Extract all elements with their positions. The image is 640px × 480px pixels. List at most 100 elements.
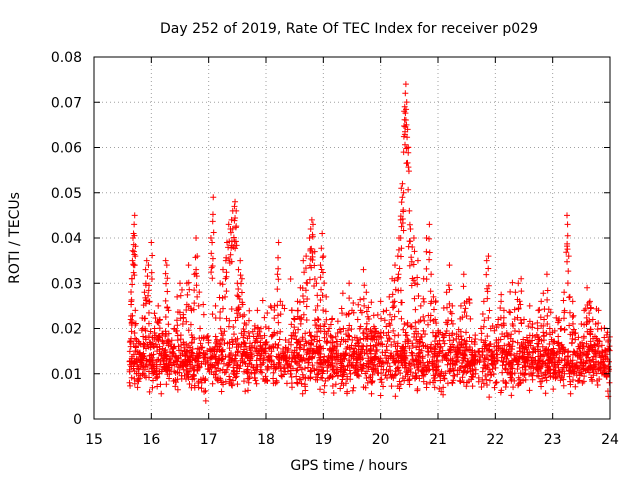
data-point	[236, 296, 243, 303]
data-point	[502, 366, 509, 373]
data-point	[506, 308, 513, 315]
data-point	[442, 330, 449, 337]
x-tick-label: 20	[372, 432, 390, 448]
data-point	[177, 292, 184, 299]
data-point	[492, 379, 499, 386]
data-point	[461, 351, 468, 358]
data-point	[404, 319, 411, 326]
data-point	[556, 315, 563, 322]
data-point	[130, 365, 137, 372]
data-point	[172, 358, 179, 365]
data-point	[145, 320, 152, 327]
data-point	[228, 306, 235, 313]
data-point	[184, 348, 191, 355]
data-point	[166, 356, 173, 363]
data-point	[378, 315, 385, 322]
data-point	[308, 245, 315, 252]
data-point	[495, 316, 502, 323]
data-point	[326, 347, 333, 354]
data-point	[164, 304, 171, 311]
data-point	[414, 274, 421, 281]
data-point	[479, 311, 486, 318]
data-point	[266, 353, 273, 360]
data-point	[287, 275, 294, 282]
data-point	[185, 262, 192, 269]
data-point	[302, 387, 309, 394]
data-point	[377, 341, 384, 348]
data-point	[432, 364, 439, 371]
data-point	[444, 304, 451, 311]
data-point	[200, 358, 207, 365]
data-point	[306, 276, 313, 283]
data-point	[414, 386, 421, 393]
data-point	[484, 364, 491, 371]
data-point	[564, 232, 571, 239]
data-point	[361, 302, 368, 309]
data-point	[480, 358, 487, 365]
data-point	[259, 297, 266, 304]
data-point	[239, 299, 246, 306]
data-point	[480, 339, 487, 346]
data-point	[534, 325, 541, 332]
data-point	[574, 365, 581, 372]
data-point	[225, 323, 232, 330]
data-point	[298, 380, 305, 387]
data-point	[128, 289, 135, 296]
data-point	[300, 298, 307, 305]
data-point	[312, 348, 319, 355]
data-point	[274, 345, 281, 352]
data-point	[233, 340, 240, 347]
data-point	[515, 380, 522, 387]
data-point	[546, 325, 553, 332]
data-point	[165, 307, 172, 314]
data-point	[306, 329, 313, 336]
data-point	[311, 333, 318, 340]
data-point	[372, 367, 379, 374]
data-point	[246, 375, 253, 382]
data-point	[521, 371, 528, 378]
data-point	[160, 363, 167, 370]
data-point	[245, 317, 252, 324]
data-point	[302, 287, 309, 294]
data-point	[541, 332, 548, 339]
data-point	[388, 316, 395, 323]
data-point	[126, 348, 133, 355]
data-point	[140, 333, 147, 340]
data-point	[401, 359, 408, 366]
data-point	[414, 257, 421, 264]
data-point	[348, 326, 355, 333]
data-point	[514, 296, 521, 303]
data-point	[458, 336, 465, 343]
data-point	[350, 300, 357, 307]
data-point	[329, 353, 336, 360]
data-point	[209, 263, 216, 270]
data-point	[463, 313, 470, 320]
data-point	[404, 159, 411, 166]
data-point	[400, 189, 407, 196]
data-point	[197, 340, 204, 347]
data-point	[572, 383, 579, 390]
data-point	[355, 301, 362, 308]
data-point	[233, 364, 240, 371]
data-point	[397, 370, 404, 377]
data-point	[333, 369, 340, 376]
data-point	[325, 362, 332, 369]
data-point	[480, 380, 487, 387]
data-point	[457, 315, 464, 322]
data-point	[275, 342, 282, 349]
data-point	[354, 372, 361, 379]
data-point	[466, 334, 473, 341]
data-point	[299, 293, 306, 300]
data-point	[519, 364, 526, 371]
data-point	[502, 383, 509, 390]
data-point	[297, 376, 304, 383]
data-point	[454, 343, 461, 350]
data-point	[500, 320, 507, 327]
data-point	[149, 357, 156, 364]
data-point	[377, 298, 384, 305]
data-point	[524, 357, 531, 364]
data-point	[197, 325, 204, 332]
data-point	[589, 316, 596, 323]
data-point	[271, 329, 278, 336]
data-point	[174, 332, 181, 339]
